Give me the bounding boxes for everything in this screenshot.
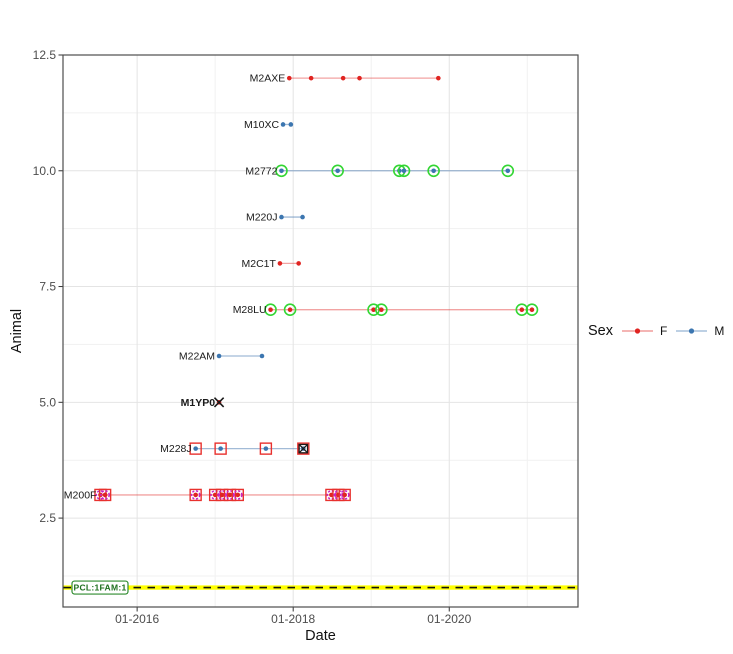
animal-label: M2772 [245,165,277,177]
overlay-magenta-circle [210,490,221,500]
overlay-magenta-circle [190,490,201,500]
animal-point-dot [519,307,525,312]
y-tick-label: 7.5 [39,280,56,294]
overlay-green-circle [283,303,297,316]
y-tick-label: 10.0 [33,164,57,178]
panel-background [63,55,578,607]
legend-title: Sex [588,323,613,339]
animal-point-dot [277,261,283,266]
overlay-green-circle [375,303,388,316]
overlay-green-circle [331,164,344,178]
animal-point-dot [340,75,346,81]
animal-label: M28LU [233,304,267,316]
overlay-red-square [338,488,351,502]
animal-point-dot [342,492,347,498]
legend: Sex F M [588,320,724,342]
y-tick-label: 12.5 [33,48,57,62]
animal-point-dot [216,353,222,359]
animal-point-dot [288,122,294,127]
overlay-red-square [231,488,244,502]
animal-label: M1YP0 [181,397,216,409]
legend-m-marker-icon [676,328,708,334]
overlay-green-circle [501,164,515,178]
legend-f-label: F [660,324,668,338]
overlay-magenta-circle [232,490,243,500]
x-tick-label: 01-2018 [271,612,315,626]
animal-point-dot [335,168,340,174]
animal-label: M200F [64,489,97,501]
animal-point-dot [505,168,511,174]
animal-point-dot [268,307,273,312]
legend-marker-dot [689,328,695,334]
animal-point-dot [102,492,108,498]
x-tick-label: 01-2020 [427,612,471,626]
overlay-box-x-cross [298,443,308,454]
overlay-magenta-circle [100,490,110,500]
animal-point-dot [308,75,314,81]
animal-point-dot [379,307,384,312]
animal-point-dot [431,168,436,174]
animal-label: M228J [160,443,192,455]
overlay-red-square [215,488,229,502]
animal-point-dot [357,75,362,81]
animal-point-dot [529,307,535,312]
legend-marker-dot [634,328,641,334]
overlay-red-square [297,442,310,455]
animal-point-dot [280,122,286,127]
animal-point-dot [279,168,284,174]
animal-point-dot [193,446,198,451]
x-axis-title: Date [305,628,336,644]
animal-point-dot [259,353,265,359]
overlay-magenta-circle [339,490,350,500]
animal-label: M22AM [179,351,215,363]
overlay-green-circle [525,303,539,316]
animal-point-dot [436,75,441,81]
overlay-green-circle [397,164,411,178]
reference-label-box [71,580,129,595]
overlay-green-circle [367,303,380,316]
overlay-red-square [259,442,273,455]
reference-label-text: PCL:1FAM:1 [73,583,126,593]
overlay-red-square [214,442,227,455]
overlay-red-square [189,488,202,502]
animal-point-dot [219,492,225,498]
animal-point-dot [235,492,241,498]
overlay-black-x [213,397,225,408]
animal-point-dot [218,446,223,451]
animal-point-dot [286,75,292,81]
animal-point-dot [300,214,305,220]
overlay-magenta-circle [326,490,337,500]
overlay-red-square [189,442,202,455]
y-tick-label: 2.5 [39,511,56,525]
animal-point-dot [371,307,376,312]
legend-m-label: M [714,324,725,338]
animal-point-dot [287,307,293,312]
panel-border [62,54,579,608]
legend-entry-m: M [675,324,724,338]
legend-f-marker-icon [622,328,653,334]
overlay-red-square [98,488,112,502]
overlay-green-circle [427,164,440,178]
animal-point-dot [296,261,301,266]
y-axis-title: Animal [9,308,25,354]
animal-label: M2C1T [241,258,276,270]
y-tick-label: 5.0 [39,395,56,409]
animal-point-dot [193,492,198,498]
overlay-green-circle [264,303,277,316]
animal-point-dot [279,214,284,220]
x-tick-label: 01-2016 [115,612,159,626]
overlay-red-square [223,488,237,502]
overlay-green-circle [275,164,288,178]
animal-point-dot [401,168,407,174]
legend-entry-f: F [621,324,667,338]
animal-label: M2AXE [250,73,286,85]
animal-label: M220J [246,212,278,224]
overlay-green-circle [515,303,529,316]
animal-label: M10XC [244,119,279,131]
overlay-box-x [298,443,309,454]
animal-point-dot [227,492,233,498]
animal-point-dot [263,446,269,451]
